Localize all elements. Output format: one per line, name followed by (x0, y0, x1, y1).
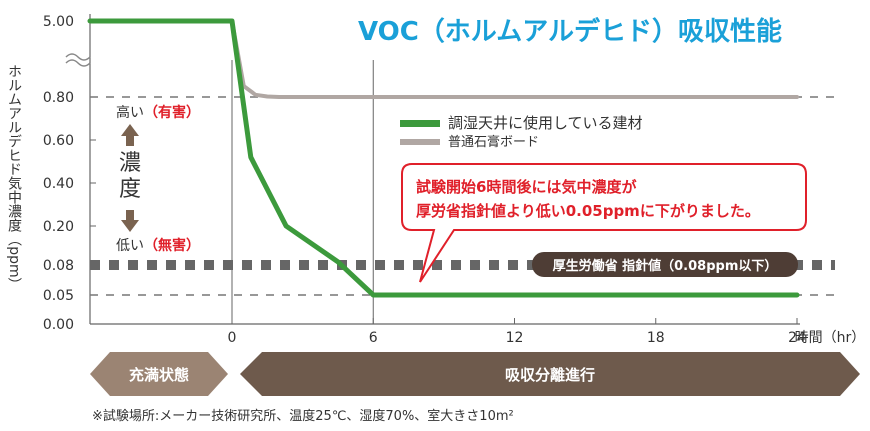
scale-high-label: 高い（有害） (116, 104, 200, 121)
x-tick-label: 18 (647, 330, 665, 346)
callout-bubble: 試験開始6時間後には気中濃度が 厚労省指針値より低い0.05ppmに下がりました… (401, 163, 807, 283)
y-tick-label: 0.08 (43, 258, 74, 274)
legend-swatch-gray (400, 139, 440, 145)
x-tick-label: 0 (228, 330, 237, 346)
chart-title: VOC（ホルムアルデヒド）吸収性能 (358, 16, 782, 47)
concentration-label-1: 濃 (119, 151, 141, 176)
axis-break-mark (65, 59, 91, 67)
y-tick-group: 5.00 0.80 0.60 0.40 0.20 0.08 0.05 0.00 (43, 14, 96, 333)
series-line-green (87, 18, 800, 298)
concentration-label-2: 度 (119, 177, 141, 202)
phase-saturated-label: 充満状態 (129, 366, 189, 384)
reference-label-pill (532, 252, 798, 277)
callout-shape (401, 163, 807, 283)
y-tick-label: 0.60 (43, 133, 74, 149)
y-axis-label: ホルムアルデヒド気中濃度（ppm） (6, 64, 22, 291)
axis-break-mark (65, 53, 91, 61)
legend-swatch-green (400, 120, 440, 127)
y-tick-label: 0.40 (43, 176, 74, 192)
scale-high-text: 高い (116, 104, 144, 121)
phase-absorbing-label: 吸収分離進行 (505, 366, 595, 384)
x-tick-group: 0 6 12 18 24 (228, 318, 806, 346)
scale-low-text: 低い (116, 238, 144, 254)
down-arrow-icon (121, 210, 139, 232)
series-group (87, 18, 800, 298)
x-tick-label: 12 (506, 330, 524, 346)
y-tick-label: 0.20 (43, 219, 74, 235)
scale-low-note: （無害） (144, 237, 200, 254)
phase-absorbing-arrow (240, 352, 860, 396)
footnote: ※試験場所:メーカー技術研究所、温度25℃、湿度70%、室大きさ10m² (92, 408, 514, 424)
scale-high-note: （有害） (144, 104, 200, 121)
scale-low-label: 低い（無害） (116, 237, 200, 254)
y-tick-label: 0.05 (43, 288, 74, 304)
x-tick-label: 24 (788, 330, 806, 346)
y-tick-label: 0.80 (43, 90, 74, 106)
y-tick-label: 5.00 (43, 14, 74, 30)
callout-line-1: 試験開始6時間後には気中濃度が (416, 178, 637, 196)
legend-label-gray: 普通石膏ボード (448, 134, 539, 150)
callout-line-2: 厚労省指針値より低い0.05ppmに下がりました。 (416, 202, 760, 220)
legend: 調湿天井に使用している建材 普通石膏ボード (400, 114, 643, 150)
reference-label: 厚生労働省 指針値（0.08ppm以下） (553, 258, 778, 274)
legend-label-green: 調湿天井に使用している建材 (448, 114, 643, 132)
x-axis-unit: 時間（hr） (795, 330, 866, 346)
x-tick-label: 6 (369, 330, 378, 346)
y-tick-label: 0.00 (43, 317, 74, 333)
up-arrow-icon (121, 124, 139, 146)
phase-saturated-arrow (90, 352, 228, 396)
